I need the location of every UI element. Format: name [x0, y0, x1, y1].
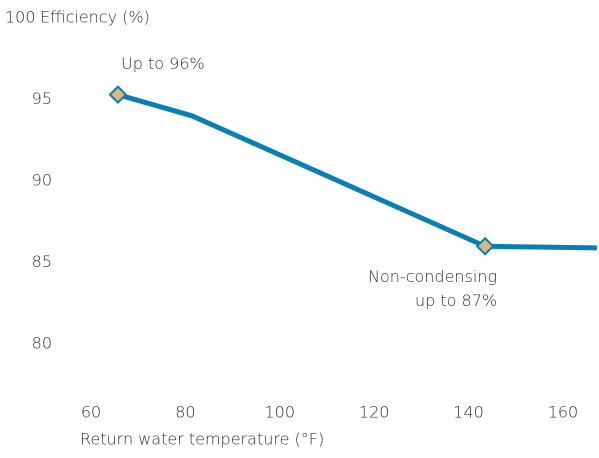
y-tick-label: 100 [5, 8, 36, 27]
y-tick-label: 80 [32, 334, 52, 353]
y-tick-label: 95 [32, 89, 52, 108]
annotation: Non-condensing [368, 267, 497, 286]
x-tick-label: 80 [175, 403, 195, 422]
x-tick-label: 120 [359, 403, 390, 422]
y-axis-label: Efficiency (%) [40, 8, 150, 27]
annotation: up to 87% [415, 291, 497, 310]
x-tick-label: 60 [81, 403, 101, 422]
line [117, 92, 597, 251]
x-tick-label: 100 [265, 403, 296, 422]
x-tick-label: 140 [453, 403, 484, 422]
annotation: Up to 96% [121, 54, 205, 73]
y-tick-label: 90 [32, 171, 52, 190]
x-axis-label: Return water temperature (°F) [80, 430, 324, 449]
marker [108, 85, 128, 105]
x-tick-label: 160 [548, 403, 579, 422]
y-tick-label: 85 [32, 252, 52, 271]
marker [475, 236, 495, 256]
